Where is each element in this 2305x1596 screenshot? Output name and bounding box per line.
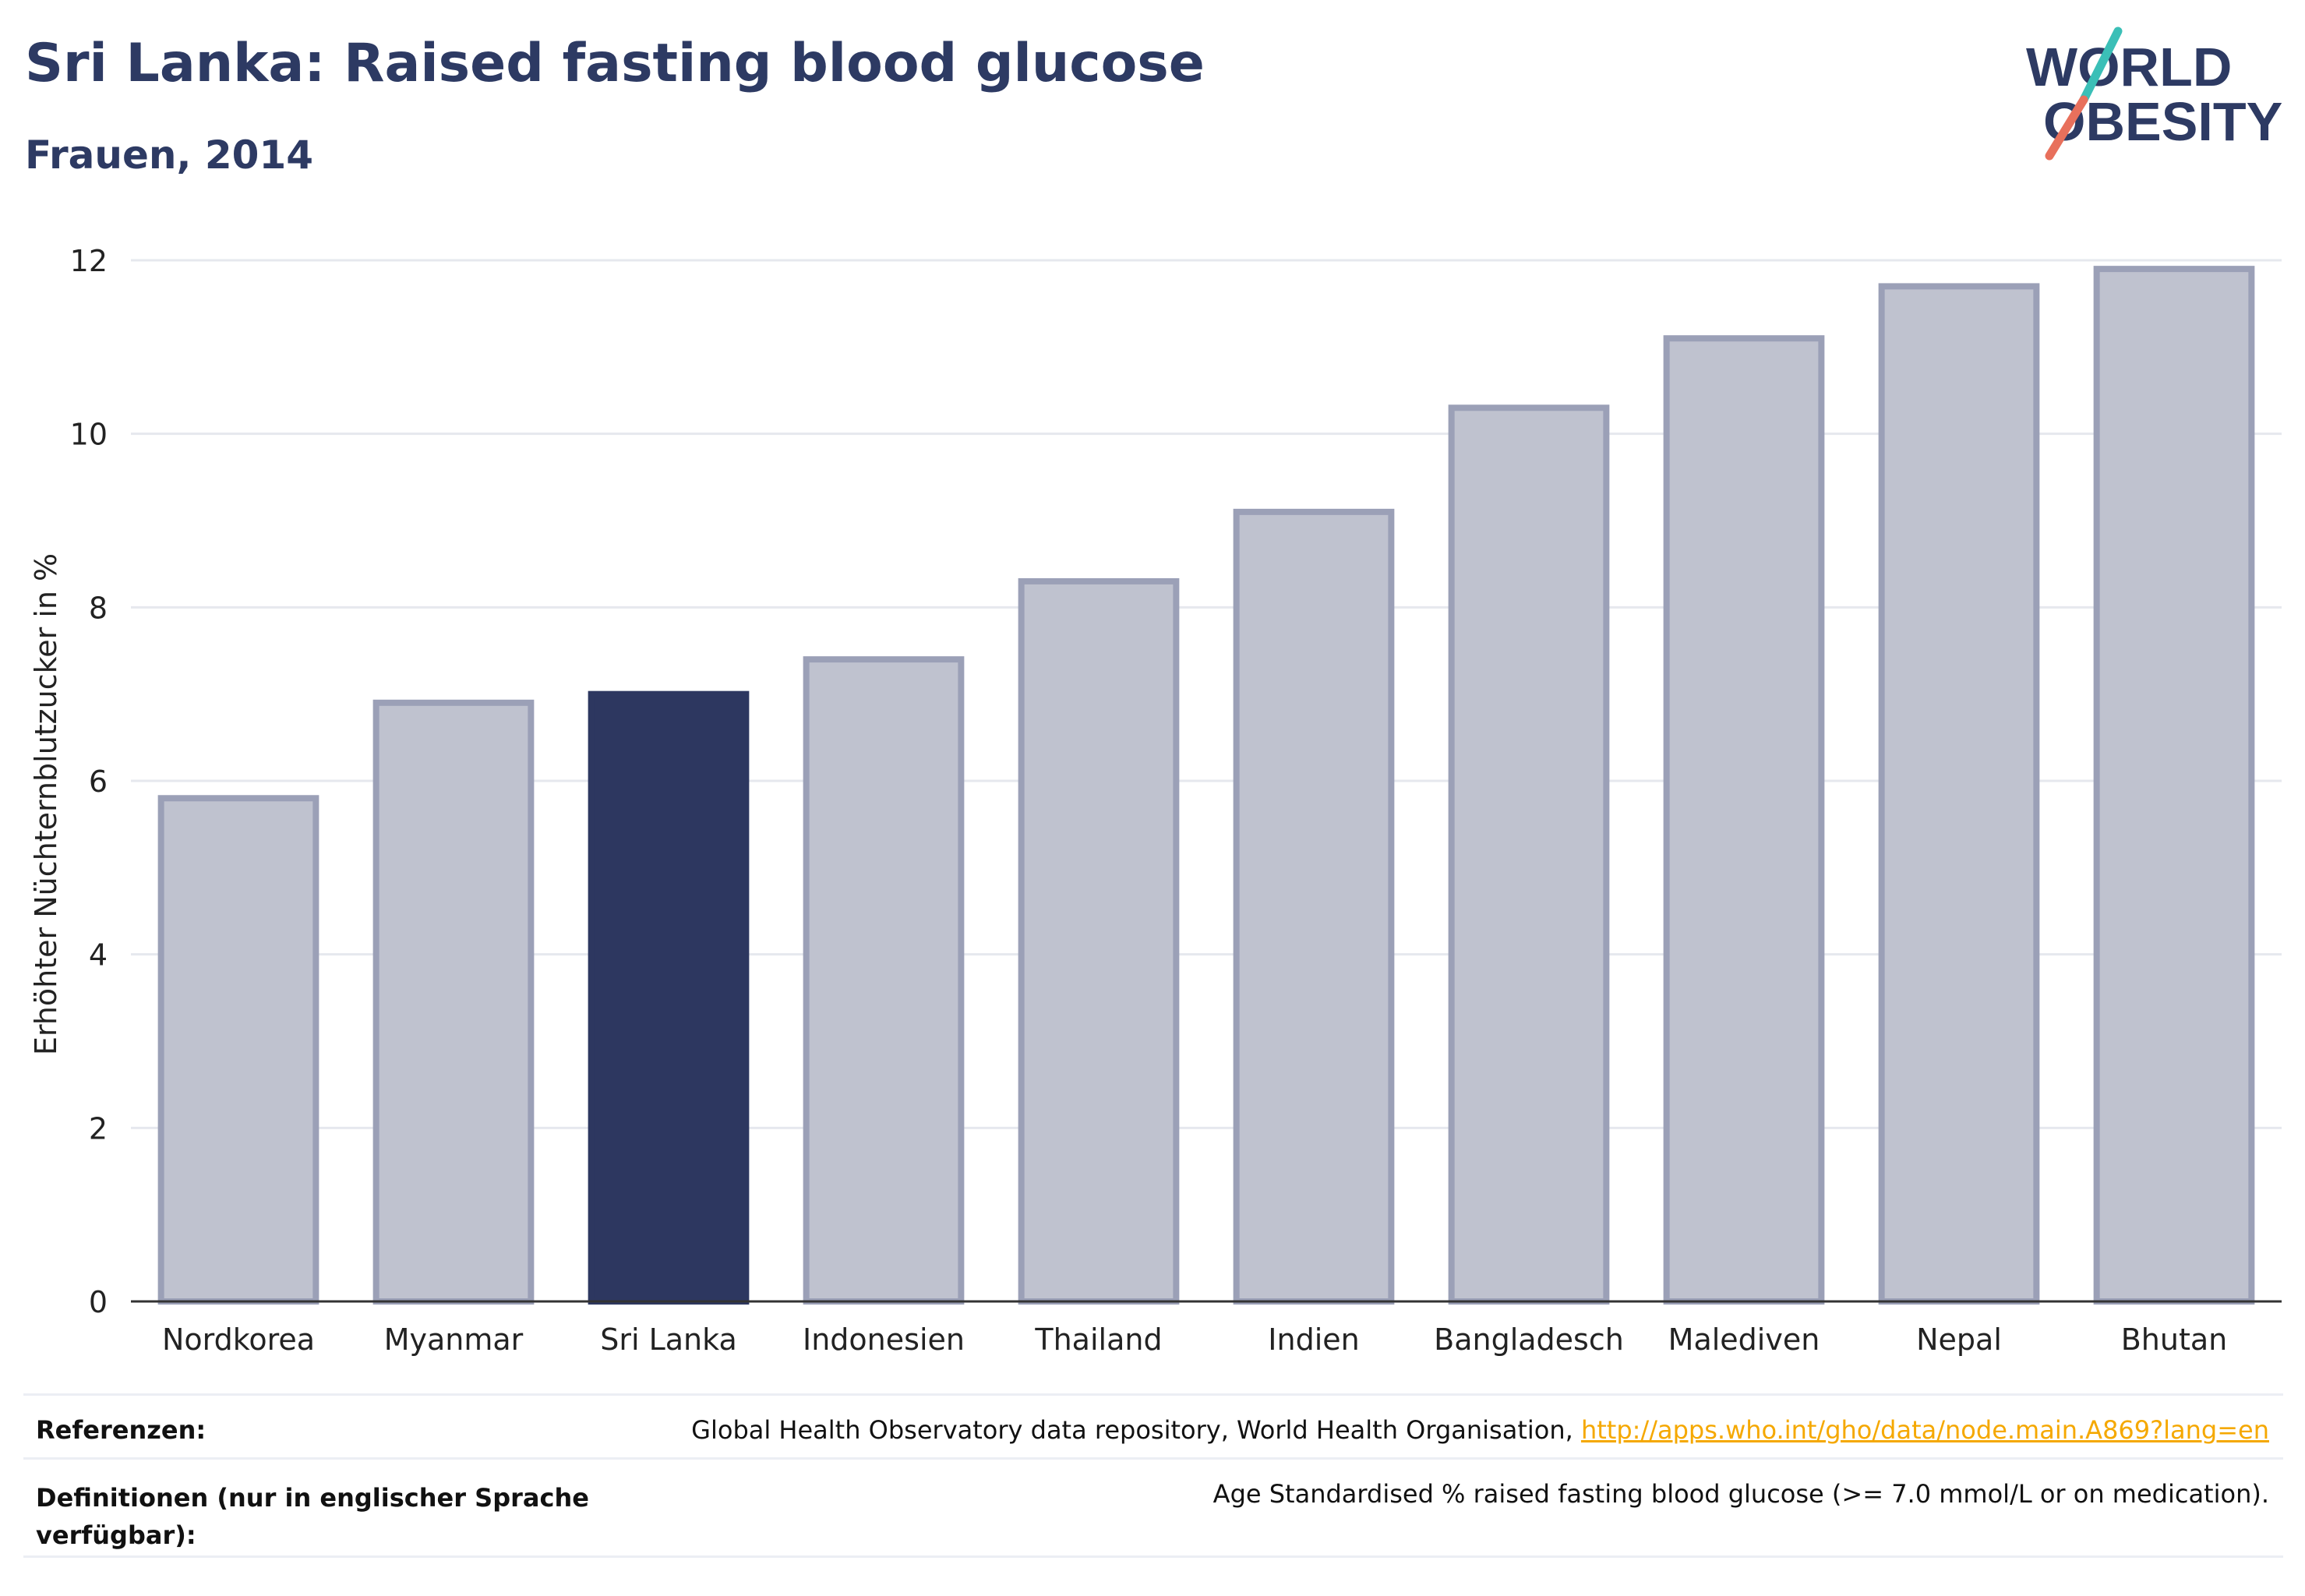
- definitions-label: Definitionen (nur in englischer Sprache …: [36, 1483, 589, 1550]
- y-tick-label: 12: [70, 244, 108, 278]
- x-tick-label: Bangladesch: [1434, 1322, 1624, 1357]
- y-tick-label: 2: [89, 1111, 108, 1146]
- chart-subtitle: Frauen, 2014: [25, 132, 314, 178]
- bar-chart: 0 2 4 6 8 10 12 Nordkorea Myanmar Sri Lanka Indone…: [29, 244, 2282, 1357]
- logo-line-world: WORLD: [2026, 37, 2232, 97]
- x-tick-label: Thailand: [1034, 1322, 1162, 1357]
- y-tick-label: 8: [89, 591, 108, 625]
- bar-bhutan: [2093, 266, 2255, 1305]
- bar-myanmar: [372, 699, 535, 1305]
- logo-slash-red: [2045, 95, 2088, 161]
- bar-indien: [1233, 508, 1395, 1305]
- x-tick-label: Sri Lanka: [600, 1322, 737, 1357]
- references-link[interactable]: http://apps.who.int/gho/data/node.main.A…: [1580, 1415, 2269, 1445]
- y-tick-label: 10: [70, 418, 108, 452]
- y-axis-label: Erhöhter Nüchternblutzucker in %: [29, 553, 63, 1055]
- x-tick-label: Bhutan: [2121, 1322, 2228, 1357]
- chart-title: Sri Lanka: Raised fasting blood glucose: [25, 33, 1205, 94]
- x-tick-label: Malediven: [1668, 1322, 1820, 1357]
- y-tick-label: 0: [89, 1285, 108, 1319]
- bar-bangladesch: [1448, 404, 1610, 1305]
- footer-divider-middle: [23, 1457, 2283, 1460]
- references-text: Global Health Observatory data repositor…: [691, 1415, 2269, 1445]
- bar-nepal: [1878, 283, 2040, 1305]
- y-tick-label: 4: [89, 938, 108, 973]
- references-label: Referenzen:: [36, 1415, 206, 1445]
- bar-sri-lanka: [588, 690, 750, 1305]
- bar-malediven: [1663, 335, 1825, 1305]
- x-tick-label: Nepal: [1916, 1322, 2002, 1357]
- label-layer: 0 2 4 6 8 10 12 Nordkorea Myanmar Sri Lanka Indone…: [70, 244, 2282, 1357]
- logo-slash-teal: [2079, 26, 2123, 104]
- footer-divider-top: [23, 1393, 2283, 1396]
- bar-nordkorea: [157, 795, 319, 1305]
- x-tick-label: Indien: [1268, 1322, 1359, 1357]
- x-tick-label: Nordkorea: [162, 1322, 315, 1357]
- bar-thailand: [1018, 577, 1180, 1305]
- bar-indonesien: [803, 656, 965, 1305]
- footer-divider-bottom: [23, 1555, 2283, 1558]
- world-obesity-logo: WORLD OBESITY: [2026, 26, 2282, 161]
- definitions-text: Age Standardised % raised fasting blood …: [1213, 1479, 2269, 1509]
- bar-layer: [157, 266, 2255, 1305]
- y-tick-label: 6: [89, 764, 108, 799]
- x-tick-label: Myanmar: [384, 1322, 524, 1357]
- x-tick-label: Indonesien: [803, 1322, 965, 1357]
- references-source: Global Health Observatory data repositor…: [691, 1415, 1581, 1445]
